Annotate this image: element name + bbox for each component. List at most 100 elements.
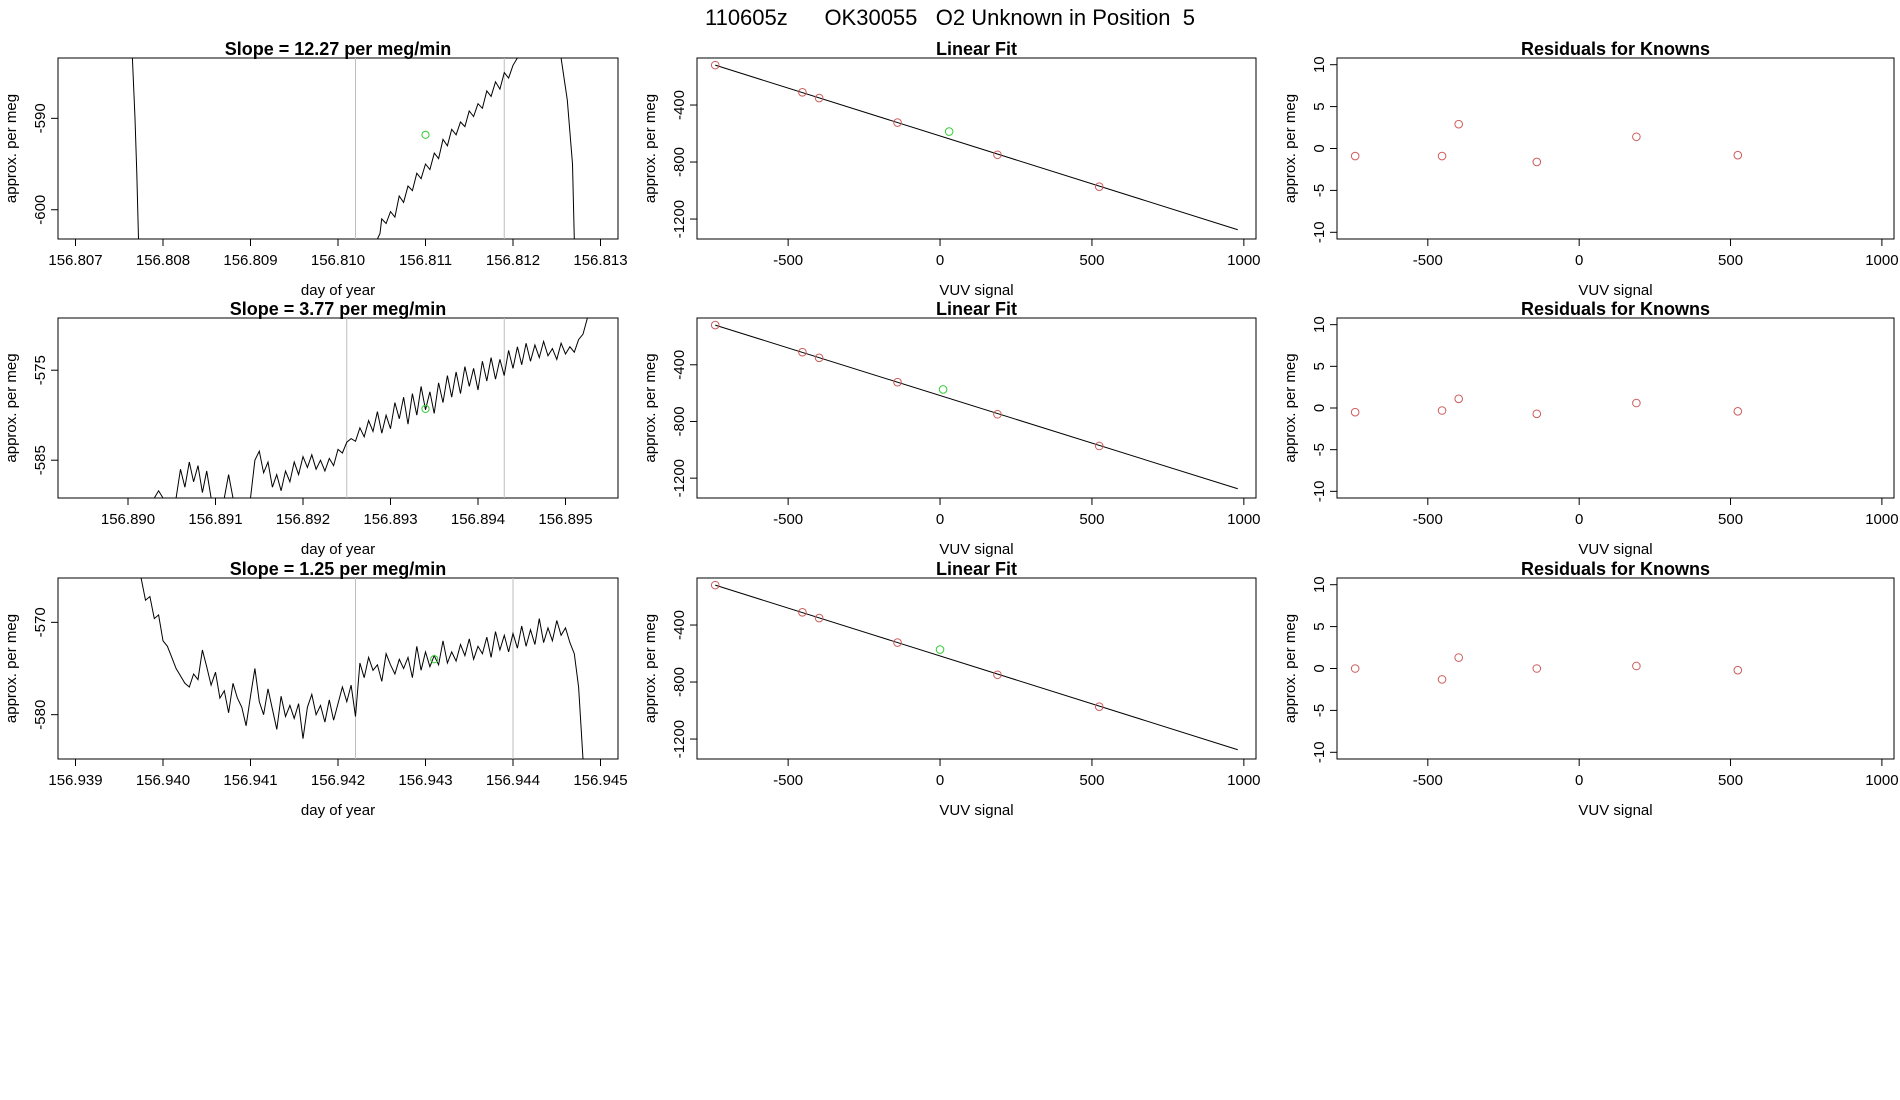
x-tick-label: 1000	[1865, 772, 1898, 789]
linear-fit-row3: Linear Fit VUV signal approx. per meg -500 0…	[642, 559, 1261, 819]
x-tick-label: 500	[1718, 772, 1743, 789]
x-axis-label: day of year	[301, 541, 375, 558]
known-point	[993, 670, 1002, 680]
known-point	[1437, 151, 1447, 161]
y-axis-label: approx. per meg	[3, 94, 20, 203]
x-tick-label: 156.895	[538, 511, 592, 528]
x-axis-label: VUV signal	[1578, 541, 1652, 558]
known-point	[1532, 409, 1542, 419]
x-tick-label: 1000	[1227, 252, 1260, 269]
known-point	[1094, 441, 1104, 451]
y-axis-label: approx. per meg	[642, 614, 659, 723]
panel-title: Linear Fit	[936, 299, 1017, 319]
x-tick-label: 156.892	[276, 511, 330, 528]
y-axis-label: approx. per meg	[1282, 353, 1299, 462]
residuals-row1: Residuals for Knowns VUV signal approx. pe…	[1282, 39, 1899, 299]
y-tick-label: 0	[1311, 144, 1328, 152]
y-axis-label: approx. per meg	[1282, 94, 1299, 203]
y-tick-label: -800	[671, 147, 688, 177]
y-tick-label: -570	[32, 607, 49, 637]
known-point	[1437, 406, 1447, 415]
fit-line	[715, 64, 1238, 231]
known-point	[993, 409, 1002, 419]
known-point	[1350, 664, 1360, 673]
fit-line	[715, 584, 1238, 751]
panel-title: Residuals for Knowns	[1521, 39, 1710, 59]
data-series-line	[560, 58, 575, 239]
panel-title: Residuals for Knowns	[1521, 299, 1710, 319]
time-series-row1: Slope = 12.27 per meg/min day of year appr…	[3, 39, 628, 299]
x-tick-label: 156.890	[101, 511, 155, 528]
x-tick-label: 156.943	[398, 772, 452, 789]
plot-frame	[1336, 317, 1895, 499]
x-tick-label: -500	[773, 252, 803, 269]
known-point	[1350, 151, 1360, 161]
figure-title: 110605z OK30055 O2 Unknown in Position 5	[705, 5, 1195, 30]
y-axis-label: approx. per meg	[642, 94, 659, 203]
x-tick-label: 0	[1575, 252, 1583, 269]
x-tick-label: 500	[1079, 511, 1104, 528]
y-tick-label: -1200	[671, 720, 688, 758]
y-tick-label: -10	[1311, 221, 1328, 243]
y-axis-label: approx. per meg	[3, 614, 20, 723]
fit-line	[715, 324, 1238, 490]
known-point	[1632, 661, 1641, 671]
y-tick-label: 10	[1311, 316, 1328, 333]
plot-frame	[1336, 577, 1895, 760]
x-tick-label: 156.812	[486, 252, 540, 269]
y-tick-label: -800	[671, 406, 688, 436]
x-tick-label: 156.940	[136, 772, 190, 789]
linear-fit-row2: Linear Fit VUV signal approx. per meg -500 0…	[642, 299, 1261, 558]
x-tick-label: 0	[936, 511, 944, 528]
known-point	[893, 377, 902, 387]
known-point	[1733, 407, 1743, 416]
panel-title: Residuals for Knowns	[1521, 559, 1710, 579]
known-point	[798, 347, 807, 357]
plot-frame	[1336, 57, 1895, 240]
x-tick-label: 156.941	[223, 772, 277, 789]
known-point	[798, 608, 807, 617]
x-tick-label: 156.811	[399, 252, 452, 269]
x-tick-label: 0	[1575, 772, 1583, 789]
known-point	[1094, 702, 1104, 711]
known-point	[710, 60, 720, 70]
y-tick-label: -575	[32, 355, 49, 385]
x-tick-label: -500	[1413, 252, 1443, 269]
known-point	[1454, 394, 1463, 404]
y-tick-label: -585	[32, 445, 49, 475]
data-series-line	[175, 461, 212, 498]
known-point	[814, 353, 824, 363]
data-series-line	[376, 58, 518, 239]
x-tick-label: 156.808	[136, 252, 190, 269]
plot-area	[1350, 394, 1743, 419]
panel-title: Slope = 3.77 per meg/min	[230, 299, 447, 319]
y-tick-label: 10	[1311, 576, 1328, 593]
panel-title: Linear Fit	[936, 559, 1017, 579]
y-tick-label: -590	[32, 103, 49, 133]
y-tick-label: -1200	[671, 200, 688, 238]
y-tick-label: 5	[1311, 102, 1328, 110]
y-tick-label: -400	[671, 350, 688, 380]
plot-area	[1350, 119, 1743, 167]
unknown-point	[938, 385, 948, 394]
unknown-point	[421, 404, 430, 413]
x-tick-label: 500	[1718, 252, 1743, 269]
plot-frame	[57, 57, 619, 240]
panel-title: Slope = 1.25 per meg/min	[230, 559, 447, 579]
x-axis-label: VUV signal	[1578, 282, 1652, 299]
x-axis-label: VUV signal	[1578, 802, 1652, 819]
y-tick-label: -10	[1311, 480, 1328, 502]
y-tick-label: -5	[1311, 443, 1328, 456]
x-tick-label: 0	[936, 772, 944, 789]
y-axis-label: approx. per meg	[3, 353, 20, 462]
plot-area	[710, 60, 1238, 231]
plot-frame	[696, 317, 1257, 499]
x-tick-label: 156.944	[486, 772, 540, 789]
y-axis-label: approx. per meg	[642, 353, 659, 462]
y-tick-label: -5	[1311, 704, 1328, 717]
x-tick-label: 156.893	[363, 511, 417, 528]
known-point	[1532, 664, 1542, 673]
data-series-line	[140, 578, 584, 759]
x-tick-label: 500	[1718, 511, 1743, 528]
plot-frame	[696, 57, 1257, 240]
